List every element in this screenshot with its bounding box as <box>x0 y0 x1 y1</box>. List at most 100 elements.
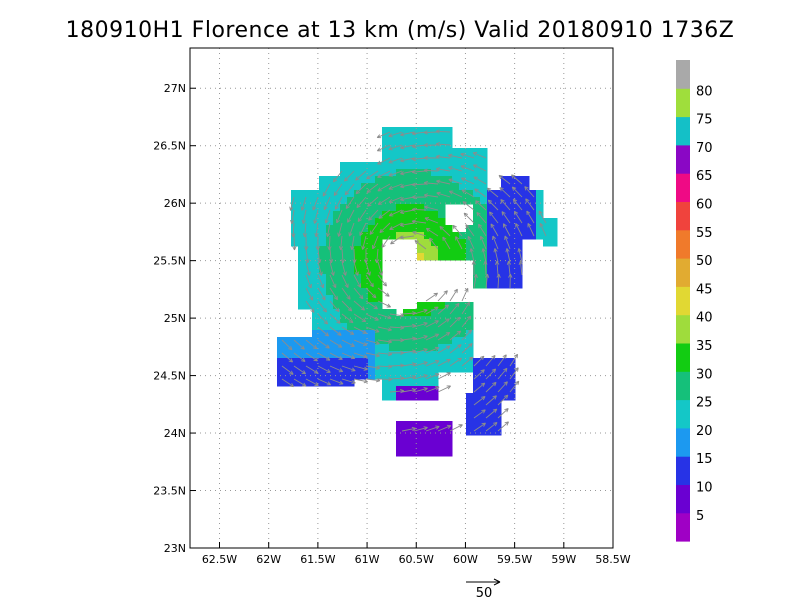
wind-speed-cell <box>431 225 439 233</box>
wind-vector-arrow <box>437 332 451 341</box>
wind-speed-cell <box>431 183 439 191</box>
wind-speed-cell <box>354 316 362 324</box>
wind-vector-arrow <box>399 222 415 227</box>
wind-speed-cell <box>431 176 439 184</box>
wind-speed-cell <box>347 232 355 240</box>
wind-vector-arrow <box>461 189 475 198</box>
wind-speed-cell <box>445 232 453 240</box>
wind-vector-arrow <box>281 378 295 388</box>
wind-speed-cell <box>340 225 348 233</box>
wind-speed-cell <box>333 337 341 345</box>
wind-speed-cell <box>431 393 439 401</box>
wind-speed-cell <box>438 309 446 317</box>
wind-vector-arrow <box>317 248 322 264</box>
wind-speed-cell <box>389 127 397 135</box>
wind-vector-arrow <box>525 198 535 211</box>
wind-speed-cell <box>522 232 530 240</box>
wind-vector-arrow <box>343 170 355 182</box>
wind-speed-cell <box>368 372 376 380</box>
wind-speed-cell <box>438 239 446 247</box>
wind-speed-cell <box>389 344 397 352</box>
wind-speed-cell <box>305 288 313 296</box>
wind-vector-arrow <box>341 313 354 324</box>
wind-vector-arrow <box>305 248 310 264</box>
wind-speed-cell <box>480 428 488 436</box>
wind-speed-cell <box>333 330 341 338</box>
wind-vector-arrow <box>455 236 463 250</box>
wind-vector-arrow <box>291 222 296 238</box>
lon-tick-label: 62.5W <box>202 553 237 566</box>
wind-speed-cell <box>417 190 425 198</box>
wind-speed-cell <box>410 148 418 156</box>
wind-speed-cell <box>431 134 439 142</box>
wind-speed-cell <box>347 309 355 317</box>
wind-speed-cell <box>347 295 355 303</box>
wind-speed-cell <box>494 260 502 268</box>
wind-speed-cell <box>361 302 369 310</box>
wind-vector-arrow <box>413 335 428 341</box>
wind-vector-arrow <box>504 235 511 250</box>
wind-speed-cell <box>473 414 481 422</box>
wind-speed-cell <box>431 211 439 219</box>
wind-vector-arrow <box>471 260 476 276</box>
wind-vector-arrow <box>305 378 319 386</box>
wind-speed-cell <box>480 386 488 394</box>
wind-speed-cell <box>403 365 411 373</box>
wind-vector-arrow <box>484 273 490 289</box>
wind-speed-cell <box>410 134 418 142</box>
wind-vector-arrow <box>411 131 427 136</box>
wind-speed-cell <box>452 330 460 338</box>
wind-speed-cell <box>424 239 432 247</box>
wind-speed-cell <box>333 281 341 289</box>
wind-speed-cell <box>382 379 390 387</box>
wind-speed-cell <box>319 302 327 310</box>
wind-speed-cell <box>494 393 502 401</box>
wind-speed-cell <box>368 344 376 352</box>
wind-speed-cell <box>424 218 432 226</box>
wind-vector-arrow <box>359 222 367 236</box>
wind-speed-cell <box>340 372 348 380</box>
wind-speed-cell <box>375 176 383 184</box>
wind-speed-cell <box>445 449 453 457</box>
wind-speed-cell <box>550 218 558 226</box>
wind-speed-cell <box>333 288 341 296</box>
wind-speed-cell <box>375 211 383 219</box>
wind-speed-cell <box>354 358 362 366</box>
wind-speed-cell <box>466 190 474 198</box>
wind-speed-cell <box>389 211 397 219</box>
wind-speed-cell <box>382 141 390 149</box>
wind-speed-cell <box>410 316 418 324</box>
colorbar-label: 35 <box>696 339 713 354</box>
wind-speed-cell <box>305 379 313 387</box>
wind-vector-arrow <box>305 300 315 313</box>
wind-speed-cell <box>319 288 327 296</box>
wind-vector-arrow <box>317 287 326 301</box>
wind-speed-cell <box>466 225 474 233</box>
wind-speed-cell <box>431 358 439 366</box>
wind-vector-arrow <box>305 287 314 301</box>
wind-speed-cell <box>522 176 530 184</box>
wind-speed-cell <box>417 218 425 226</box>
wind-vector-arrow <box>388 196 403 204</box>
wind-speed-cell <box>284 358 292 366</box>
wind-speed-cell <box>403 190 411 198</box>
wind-speed-cell <box>403 442 411 450</box>
wind-speed-cell <box>291 344 299 352</box>
wind-speed-cell <box>291 225 299 233</box>
wind-speed-cell <box>417 148 425 156</box>
wind-speed-cell <box>368 211 376 219</box>
wind-speed-cell <box>333 225 341 233</box>
wind-speed-cell <box>494 197 502 205</box>
wind-speed-cell <box>487 386 495 394</box>
wind-speed-cell <box>438 435 446 443</box>
wind-speed-cell <box>312 379 320 387</box>
wind-speed-cell <box>291 232 299 240</box>
wind-speed-cell <box>361 288 369 296</box>
lat-tick-label: 24.5N <box>153 370 186 383</box>
wind-speed-cell <box>473 281 481 289</box>
wind-speed-cell <box>466 344 474 352</box>
wind-vector-arrow <box>368 209 379 221</box>
wind-vector-arrow <box>366 170 379 180</box>
wind-vector-arrow <box>401 388 417 393</box>
wind-speed-cell <box>431 435 439 443</box>
